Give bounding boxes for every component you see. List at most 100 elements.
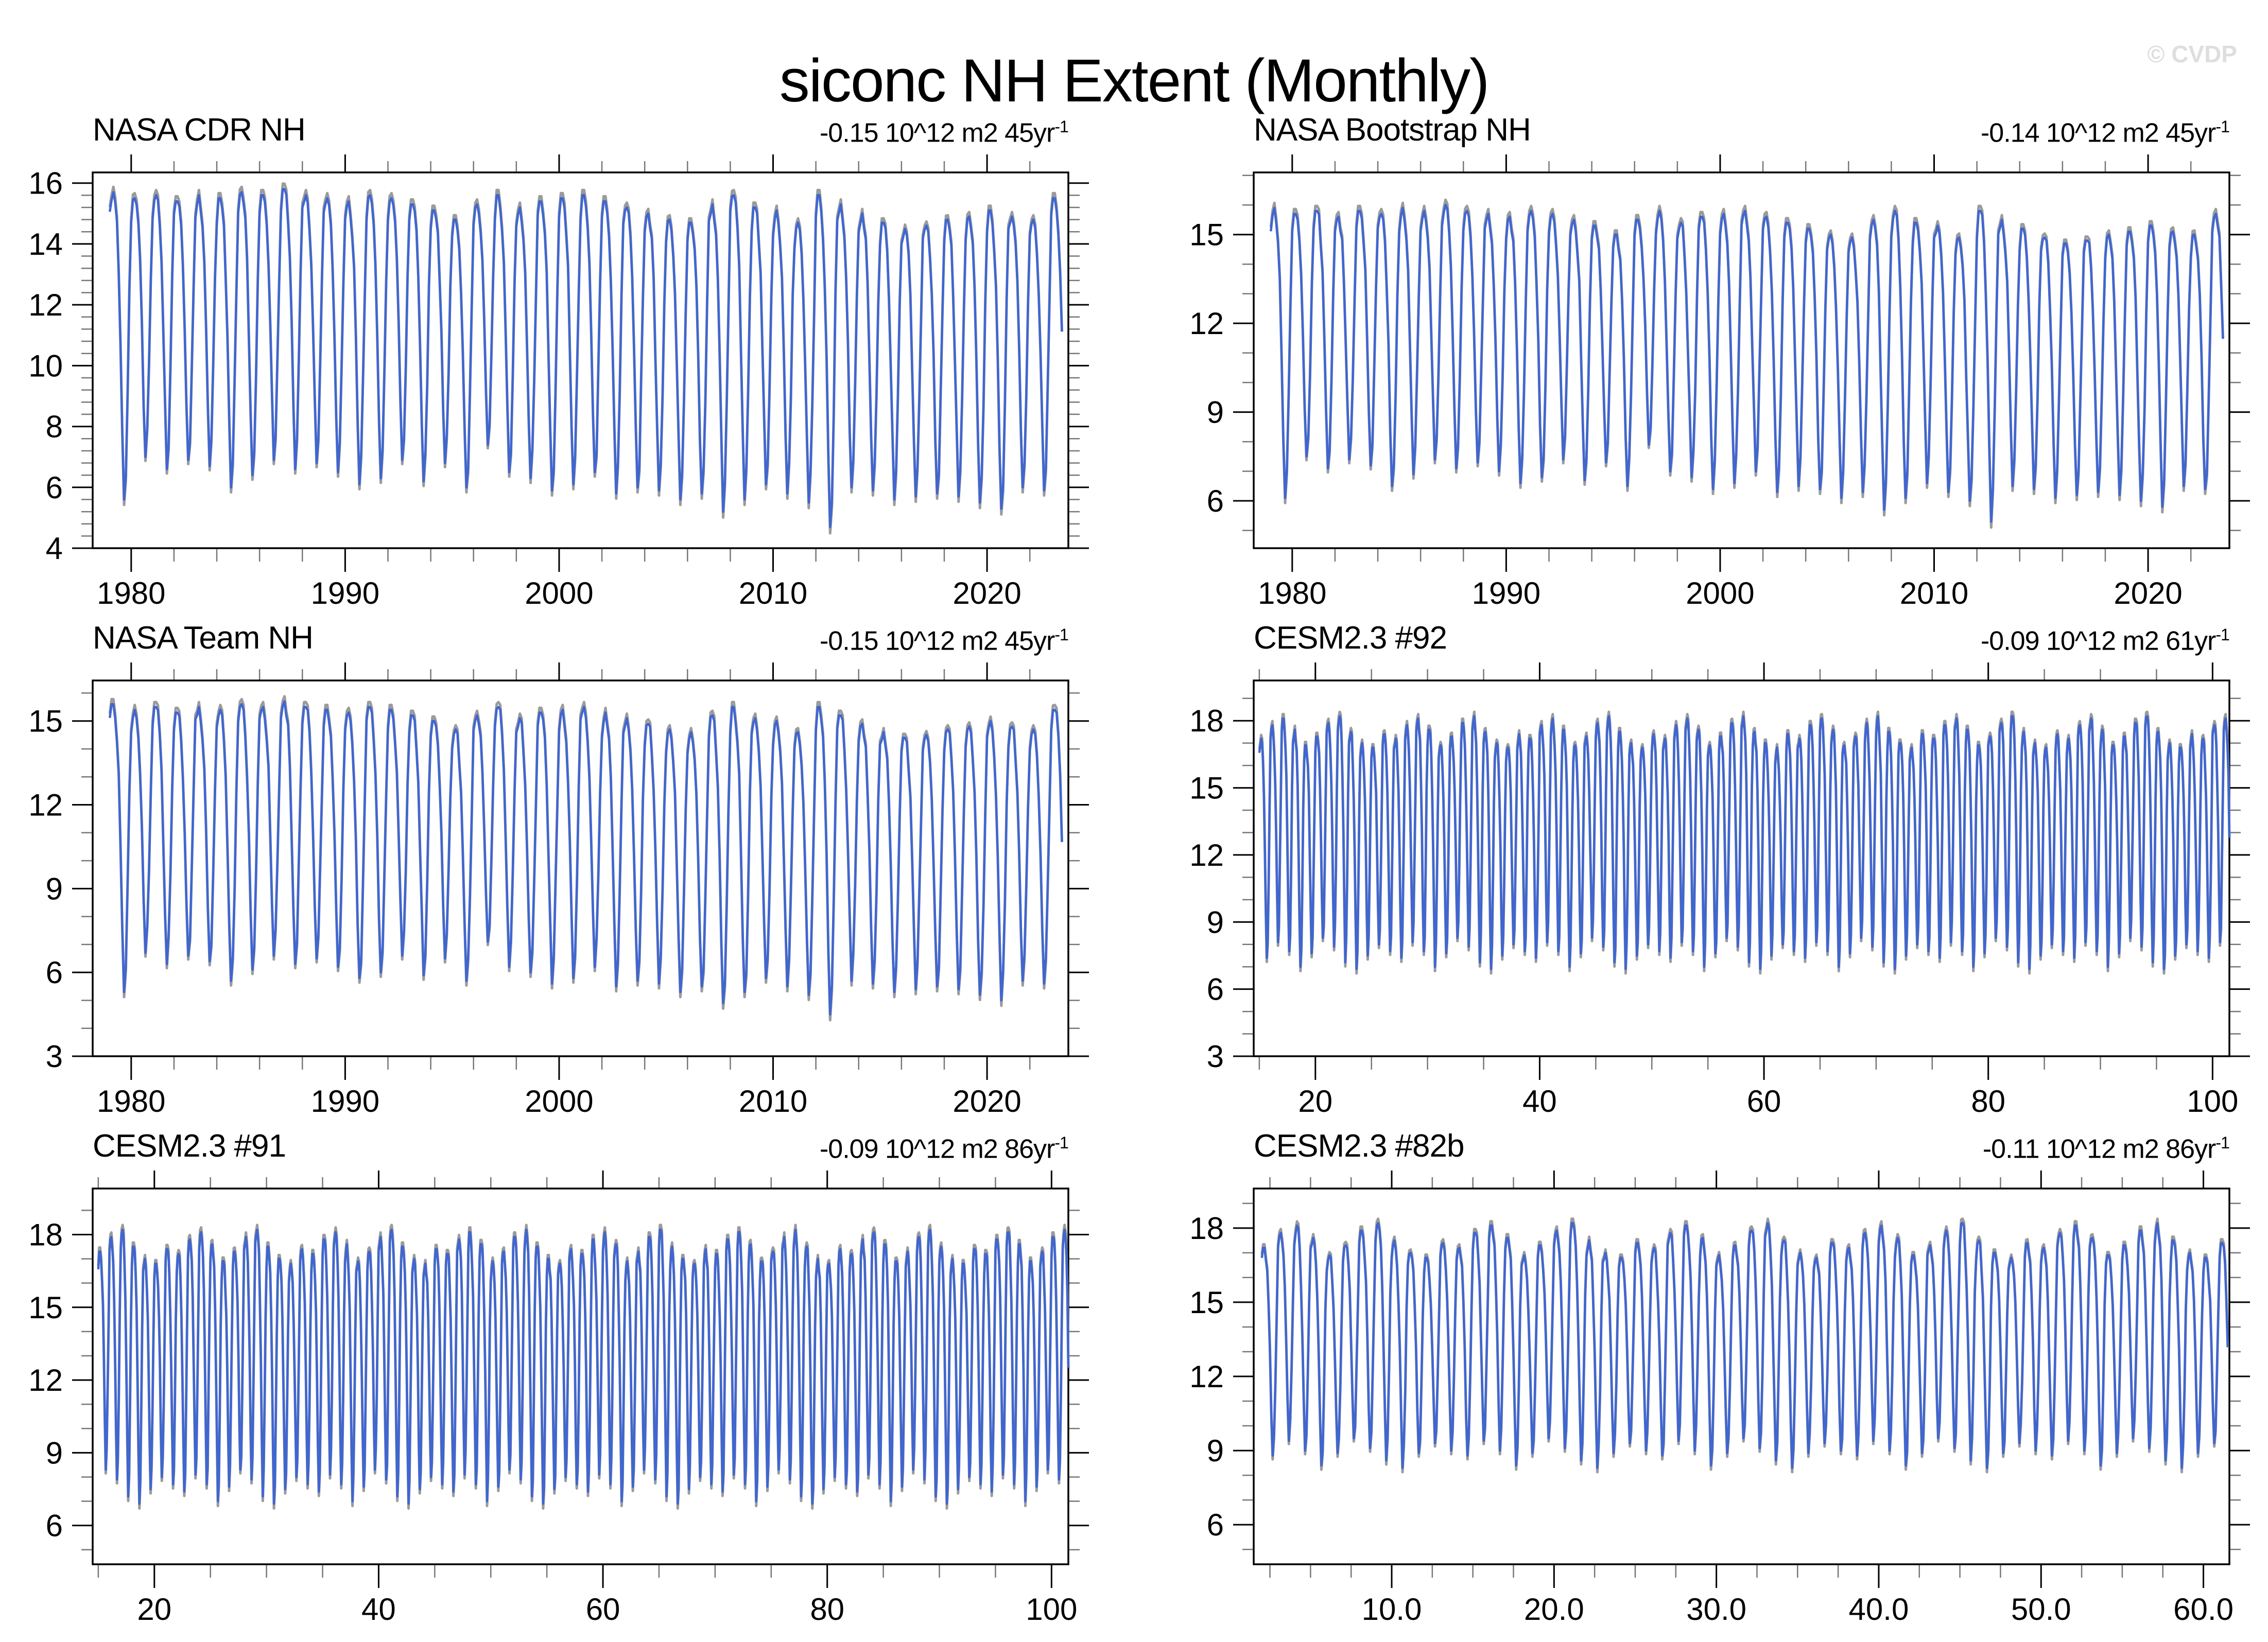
trend-label: -0.09 10^12 m2 61yr-1 <box>1980 625 2230 656</box>
panel-cesm23-91: CESM2.3 #91 -0.09 10^12 m2 86yr-1 6 9 12 15… <box>15 1128 1092 1627</box>
trend-text: -0.15 10^12 m2 45yr <box>819 626 1055 656</box>
svg-text:15: 15 <box>1189 771 1224 806</box>
trend-exponent: -1 <box>2215 117 2230 136</box>
svg-text:80: 80 <box>810 1592 844 1623</box>
svg-text:9: 9 <box>1207 1434 1224 1468</box>
trend-exponent: -1 <box>1054 1133 1069 1152</box>
svg-text:2010: 2010 <box>1900 576 1968 607</box>
svg-text:6: 6 <box>46 955 63 990</box>
trend-text: -0.09 10^12 m2 61yr <box>1980 626 2216 656</box>
svg-text:15: 15 <box>1189 218 1224 252</box>
panel-nasa-bootstrap-nh: NASA Bootstrap NH -0.14 10^12 m2 45yr-1 … <box>1176 112 2253 610</box>
svg-text:4: 4 <box>46 531 63 566</box>
svg-text:1990: 1990 <box>311 576 379 607</box>
chart-nasa-cdr-nh: 4 6 8 10 12 14 16 1980 1990 2000 2010 2020 <box>28 152 1089 610</box>
svg-text:6: 6 <box>1207 972 1224 1007</box>
svg-text:60: 60 <box>586 1592 620 1623</box>
svg-text:60: 60 <box>1747 1084 1781 1115</box>
chart-cesm23-82b: 6 9 12 15 18 10.0 20.0 30.0 40.0 50.0 60.0 <box>1189 1168 2250 1627</box>
svg-text:12: 12 <box>28 1363 63 1398</box>
svg-text:6: 6 <box>1207 1508 1224 1542</box>
panel-grid: NASA CDR NH -0.15 10^12 m2 45yr-1 4 6 8 10 1… <box>15 112 2253 1627</box>
trend-exponent: -1 <box>1054 625 1069 644</box>
svg-text:9: 9 <box>46 871 63 906</box>
svg-text:12: 12 <box>28 288 63 322</box>
svg-text:12: 12 <box>1189 1359 1224 1394</box>
panel-nasa-team-nh: NASA Team NH -0.15 10^12 m2 45yr-1 3 6 9 12… <box>15 620 1092 1119</box>
svg-text:18: 18 <box>28 1217 63 1252</box>
chart-cesm23-92: 3 6 9 12 15 18 20 40 60 80 100 <box>1189 660 2250 1119</box>
svg-text:80: 80 <box>1971 1084 2005 1115</box>
panel-title: NASA CDR NH <box>93 112 306 148</box>
svg-text:12: 12 <box>1189 838 1224 872</box>
trend-text: -0.14 10^12 m2 45yr <box>1980 118 2216 148</box>
trend-text: -0.15 10^12 m2 45yr <box>819 118 1055 148</box>
panel-header: NASA CDR NH -0.15 10^12 m2 45yr-1 <box>15 112 1092 154</box>
svg-text:2000: 2000 <box>525 576 593 607</box>
panel-header: CESM2.3 #92 -0.09 10^12 m2 61yr-1 <box>1176 620 2253 662</box>
svg-text:15: 15 <box>28 1290 63 1325</box>
trend-label: -0.14 10^12 m2 45yr-1 <box>1980 117 2230 148</box>
svg-text:2000: 2000 <box>525 1084 593 1115</box>
svg-text:1990: 1990 <box>1472 576 1540 607</box>
watermark-cvdp: © CVDP <box>2147 41 2237 67</box>
svg-text:3: 3 <box>46 1039 63 1074</box>
svg-text:2010: 2010 <box>739 1084 807 1115</box>
svg-text:15: 15 <box>1189 1285 1224 1320</box>
svg-text:40: 40 <box>1522 1084 1557 1115</box>
svg-text:60.0: 60.0 <box>2173 1592 2234 1623</box>
trend-label: -0.11 10^12 m2 86yr-1 <box>1982 1133 2230 1164</box>
svg-text:40.0: 40.0 <box>1849 1592 1909 1623</box>
svg-text:100: 100 <box>2187 1084 2238 1115</box>
svg-text:20.0: 20.0 <box>1524 1592 1584 1623</box>
trend-label: -0.15 10^12 m2 45yr-1 <box>819 625 1069 656</box>
svg-text:50.0: 50.0 <box>2011 1592 2071 1623</box>
trend-exponent: -1 <box>1054 117 1069 136</box>
svg-text:9: 9 <box>1207 905 1224 939</box>
chart-cesm23-91: 6 9 12 15 18 20 40 60 80 100 <box>28 1168 1089 1627</box>
svg-text:100: 100 <box>1026 1592 1077 1623</box>
svg-text:2000: 2000 <box>1686 576 1754 607</box>
trend-exponent: -1 <box>2215 625 2230 644</box>
panel-header: NASA Team NH -0.15 10^12 m2 45yr-1 <box>15 620 1092 662</box>
svg-text:10: 10 <box>28 348 63 383</box>
panel-header: CESM2.3 #91 -0.09 10^12 m2 86yr-1 <box>15 1128 1092 1171</box>
svg-text:6: 6 <box>46 470 63 505</box>
svg-text:18: 18 <box>1189 704 1224 738</box>
svg-text:2020: 2020 <box>953 576 1021 607</box>
svg-text:8: 8 <box>46 410 63 444</box>
svg-text:9: 9 <box>46 1436 63 1470</box>
trend-text: -0.09 10^12 m2 86yr <box>819 1134 1055 1164</box>
panel-cesm23-92: CESM2.3 #92 -0.09 10^12 m2 61yr-1 3 6 9 12 1… <box>1176 620 2253 1119</box>
svg-text:1980: 1980 <box>97 576 165 607</box>
page-title: siconc NH Extent (Monthly) <box>779 47 1490 115</box>
svg-text:15: 15 <box>28 704 63 739</box>
svg-text:2010: 2010 <box>739 576 807 607</box>
svg-text:6: 6 <box>46 1509 63 1543</box>
svg-text:3: 3 <box>1207 1039 1224 1074</box>
svg-text:12: 12 <box>1189 306 1224 341</box>
panel-header: NASA Bootstrap NH -0.14 10^12 m2 45yr-1 <box>1176 112 2253 154</box>
panel-title: NASA Team NH <box>93 620 314 656</box>
svg-text:20: 20 <box>1298 1084 1332 1115</box>
svg-text:12: 12 <box>28 788 63 823</box>
panel-title: CESM2.3 #92 <box>1254 620 1447 656</box>
svg-text:1980: 1980 <box>1258 576 1326 607</box>
trend-text: -0.11 10^12 m2 86yr <box>1982 1134 2216 1164</box>
svg-text:20: 20 <box>137 1592 171 1623</box>
trend-label: -0.09 10^12 m2 86yr-1 <box>819 1133 1069 1164</box>
svg-text:10.0: 10.0 <box>1362 1592 1422 1623</box>
panel-title: CESM2.3 #82b <box>1254 1128 1464 1164</box>
panel-cesm23-82b: CESM2.3 #82b -0.11 10^12 m2 86yr-1 6 9 12 1… <box>1176 1128 2253 1627</box>
trend-exponent: -1 <box>2215 1133 2230 1152</box>
svg-text:2020: 2020 <box>953 1084 1021 1115</box>
svg-text:2020: 2020 <box>2114 576 2182 607</box>
svg-text:1980: 1980 <box>97 1084 165 1115</box>
svg-text:30.0: 30.0 <box>1686 1592 1746 1623</box>
trend-label: -0.15 10^12 m2 45yr-1 <box>819 117 1069 148</box>
chart-nasa-team-nh: 3 6 9 12 15 1980 1990 2000 2010 2020 <box>28 660 1089 1119</box>
svg-text:6: 6 <box>1207 484 1224 518</box>
panel-nasa-cdr-nh: NASA CDR NH -0.15 10^12 m2 45yr-1 4 6 8 10 1… <box>15 112 1092 610</box>
svg-text:40: 40 <box>361 1592 396 1623</box>
svg-text:9: 9 <box>1207 395 1224 430</box>
